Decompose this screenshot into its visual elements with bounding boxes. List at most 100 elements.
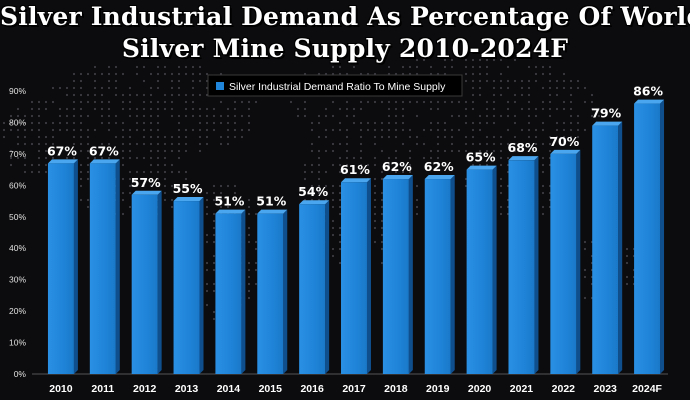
map-dot (233, 191, 237, 195)
map-dot (156, 170, 160, 174)
map-dot (156, 184, 160, 188)
bar-value-label: 67% (47, 143, 77, 158)
x-tick-label: 2015 (259, 383, 283, 395)
map-dot (149, 156, 153, 160)
bar-top (215, 209, 246, 214)
map-dot (72, 114, 76, 118)
map-dot (198, 142, 202, 146)
map-dot (254, 261, 258, 265)
map-dot (415, 135, 419, 139)
map-dot (163, 142, 167, 146)
map-dot (156, 72, 160, 76)
map-dot (499, 86, 503, 90)
map-dot (422, 100, 426, 104)
map-dot (72, 93, 76, 97)
map-dot (569, 128, 573, 132)
map-dot (457, 149, 461, 153)
map-dot (485, 135, 489, 139)
map-dot (541, 121, 545, 125)
chart-title-line-2: Silver Mine Supply 2010-2024F (121, 34, 569, 63)
map-dot (576, 128, 580, 132)
map-dot (380, 128, 384, 132)
map-dot (247, 289, 251, 293)
map-dot (30, 114, 34, 118)
map-dot (331, 191, 335, 195)
map-dot (394, 149, 398, 153)
map-dot (513, 58, 517, 62)
bar-value-label: 86% (633, 84, 663, 99)
map-dot (478, 128, 482, 132)
map-dot (506, 79, 510, 83)
map-dot (44, 100, 48, 104)
map-dot (100, 149, 104, 153)
bar-value-label: 51% (256, 194, 286, 209)
map-dot (478, 93, 482, 97)
map-dot (415, 114, 419, 118)
map-dot (345, 135, 349, 139)
map-dot (541, 212, 545, 216)
map-dot (492, 121, 496, 125)
map-dot (331, 233, 335, 237)
map-dot (513, 79, 517, 83)
map-dot (520, 107, 524, 111)
map-dot (177, 184, 181, 188)
map-dot (226, 184, 230, 188)
map-dot (149, 128, 153, 132)
bar-front (424, 179, 451, 374)
map-dot (408, 163, 412, 167)
map-dot (107, 107, 111, 111)
map-dot (408, 156, 412, 160)
map-dot (219, 198, 223, 202)
map-dot (212, 310, 216, 314)
map-dot (506, 100, 510, 104)
map-dot (107, 114, 111, 118)
map-dot (289, 100, 293, 104)
map-dot (576, 121, 580, 125)
map-dot (569, 114, 573, 118)
map-dot (191, 107, 195, 111)
map-dot (576, 86, 580, 90)
map-dot (121, 128, 125, 132)
map-dot (513, 121, 517, 125)
map-dot (499, 205, 503, 209)
map-dot (527, 100, 531, 104)
map-dot (205, 240, 209, 244)
map-dot (86, 156, 90, 160)
map-dot (142, 65, 146, 69)
map-dot (527, 142, 531, 146)
map-dot (9, 163, 13, 167)
map-dot (37, 107, 41, 111)
map-dot (394, 156, 398, 160)
map-dot (331, 163, 335, 167)
map-dot (177, 65, 181, 69)
map-dot (338, 247, 342, 251)
map-dot (93, 107, 97, 111)
y-tick-label: 90% (9, 86, 26, 96)
map-dot (303, 191, 307, 195)
map-dot (492, 86, 496, 90)
y-tick-label: 80% (9, 117, 26, 127)
map-dot (205, 107, 209, 111)
map-dot (121, 93, 125, 97)
map-dot (345, 170, 349, 174)
map-dot (625, 247, 629, 251)
map-dot (184, 184, 188, 188)
map-dot (177, 72, 181, 76)
map-dot (65, 121, 69, 125)
y-tick-label: 30% (9, 275, 26, 285)
map-dot (37, 114, 41, 118)
bar-2012 (131, 190, 162, 374)
map-dot (128, 86, 132, 90)
map-dot (184, 100, 188, 104)
map-dot (555, 128, 559, 132)
map-dot (310, 142, 314, 146)
map-dot (72, 128, 76, 132)
map-dot (352, 107, 356, 111)
map-dot (373, 121, 377, 125)
map-dot (492, 135, 496, 139)
map-dot (541, 191, 545, 195)
map-dot (156, 149, 160, 153)
map-dot (23, 128, 27, 132)
map-dot (457, 128, 461, 132)
bar-value-label: 61% (340, 162, 370, 177)
